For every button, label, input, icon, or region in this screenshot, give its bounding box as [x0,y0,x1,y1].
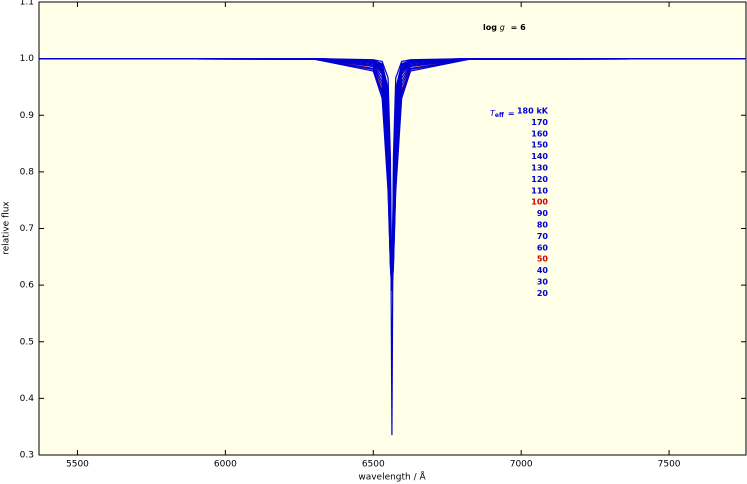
legend-label: 170 [531,118,548,127]
x-tick-label: 7500 [658,460,681,470]
legend-label: 90 [537,209,549,218]
legend-label: 70 [537,232,549,241]
log-prefix: log [483,23,497,32]
legend-label: 140 [531,152,548,161]
legend-label: 160 [531,129,548,138]
x-tick-label: 6000 [214,460,237,470]
x-axis-label: wavelength / Å [358,471,426,483]
teff-sign: = [508,109,515,118]
plot-frame [38,1,747,456]
legend-label: 120 [531,175,548,184]
legend-label: 40 [537,266,549,275]
log-value: = 6 [511,23,526,32]
legend-label: 30 [537,278,549,287]
legend-label: 50 [537,255,549,264]
log-g-annotation: log g = 6 [483,23,526,32]
x-tick-label: 6500 [362,460,385,470]
y-tick-label: 0.3 [20,451,34,461]
x-tick-label: 7000 [510,460,533,470]
teff-subscript: eff [495,112,504,119]
y-tick-label: 0.4 [20,394,35,404]
teff-symbol: T [490,109,496,118]
legend-label: 60 [537,243,549,252]
legend-label: 20 [537,289,549,298]
legend-label: 180 kK [517,107,549,116]
legend-label: 130 [531,164,548,173]
y-tick-label: 0.5 [20,337,34,347]
spectrum-line [38,58,745,291]
teff-annotation: Teff = [490,109,515,119]
x-tick-label: 5500 [66,460,89,470]
legend-label: 110 [531,186,548,195]
legend-label: 100 [531,198,548,207]
y-tick-label: 0.7 [20,224,34,234]
log-symbol: g [500,23,505,32]
y-tick-label: 1.0 [20,54,35,64]
y-tick-label: 1.1 [20,0,34,8]
legend-label: 80 [537,221,549,230]
y-tick-label: 0.9 [20,111,35,121]
y-tick-label: 0.6 [20,281,35,291]
y-tick-label: 0.8 [20,167,35,177]
y-axis-label: relative flux [2,201,12,255]
legend-label: 150 [531,141,548,150]
